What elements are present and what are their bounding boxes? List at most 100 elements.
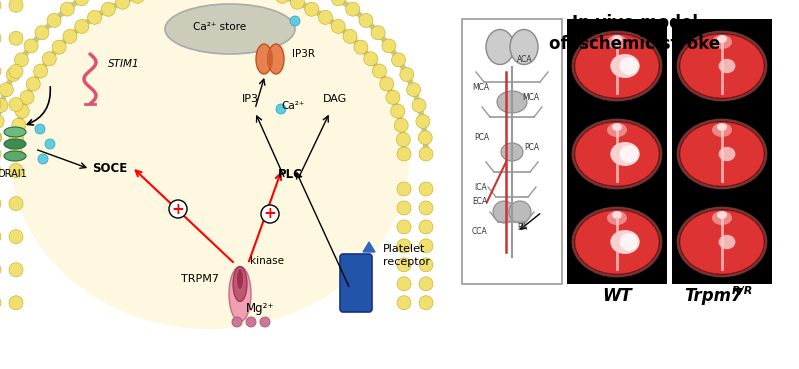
Ellipse shape	[612, 123, 622, 131]
Ellipse shape	[4, 139, 26, 149]
Circle shape	[0, 114, 4, 128]
Ellipse shape	[610, 54, 640, 78]
Circle shape	[9, 64, 23, 78]
Text: Ca²⁺ store: Ca²⁺ store	[193, 22, 247, 32]
Circle shape	[15, 104, 30, 118]
Circle shape	[12, 118, 26, 132]
Text: IP3: IP3	[241, 94, 259, 104]
Circle shape	[26, 77, 40, 91]
Circle shape	[47, 13, 61, 27]
Circle shape	[74, 0, 89, 6]
Ellipse shape	[610, 230, 640, 254]
Circle shape	[0, 197, 1, 211]
Ellipse shape	[717, 123, 727, 131]
Text: PLC: PLC	[277, 168, 303, 180]
Circle shape	[101, 2, 115, 16]
Ellipse shape	[233, 266, 247, 301]
Text: CCA: CCA	[472, 228, 487, 237]
Circle shape	[419, 258, 433, 272]
Ellipse shape	[612, 211, 622, 219]
Ellipse shape	[575, 34, 659, 98]
Circle shape	[346, 2, 360, 16]
Circle shape	[246, 317, 256, 327]
Circle shape	[397, 201, 411, 215]
Polygon shape	[363, 242, 375, 252]
Circle shape	[364, 52, 378, 66]
Circle shape	[407, 83, 420, 97]
Circle shape	[276, 104, 286, 114]
Circle shape	[232, 317, 242, 327]
Text: DAG: DAG	[323, 94, 347, 104]
Ellipse shape	[718, 59, 735, 73]
FancyBboxPatch shape	[340, 254, 372, 312]
Circle shape	[400, 68, 414, 82]
Circle shape	[419, 239, 433, 253]
Ellipse shape	[607, 211, 627, 225]
Ellipse shape	[493, 201, 515, 223]
Circle shape	[9, 230, 23, 244]
Circle shape	[290, 0, 304, 9]
Circle shape	[332, 0, 345, 6]
Ellipse shape	[712, 211, 732, 225]
Ellipse shape	[612, 35, 622, 43]
Ellipse shape	[680, 34, 764, 98]
Text: STIM1: STIM1	[108, 59, 140, 69]
Circle shape	[412, 99, 426, 113]
Ellipse shape	[717, 35, 727, 43]
Ellipse shape	[237, 269, 243, 289]
Circle shape	[116, 0, 129, 9]
Ellipse shape	[619, 233, 638, 251]
FancyBboxPatch shape	[567, 19, 667, 284]
Text: R/R: R/R	[731, 286, 753, 296]
Circle shape	[9, 296, 23, 310]
Circle shape	[35, 26, 49, 40]
Circle shape	[9, 263, 23, 277]
Circle shape	[382, 39, 396, 53]
Text: ORAI1: ORAI1	[0, 169, 27, 179]
Circle shape	[260, 317, 270, 327]
Circle shape	[419, 296, 433, 310]
Circle shape	[9, 131, 23, 145]
Circle shape	[0, 131, 2, 145]
Circle shape	[318, 10, 332, 24]
Ellipse shape	[4, 127, 26, 137]
Circle shape	[9, 31, 23, 45]
Circle shape	[397, 147, 411, 161]
Ellipse shape	[610, 142, 640, 166]
Ellipse shape	[607, 35, 627, 49]
Circle shape	[0, 97, 1, 111]
Circle shape	[276, 0, 289, 3]
Ellipse shape	[510, 30, 538, 65]
Ellipse shape	[619, 57, 638, 75]
Text: MCA: MCA	[522, 93, 539, 101]
Circle shape	[391, 104, 405, 118]
Text: SOCE: SOCE	[93, 162, 128, 176]
Circle shape	[24, 39, 38, 53]
Circle shape	[359, 13, 373, 27]
Ellipse shape	[4, 151, 26, 161]
Text: PCA: PCA	[524, 142, 539, 152]
Circle shape	[0, 163, 1, 177]
Ellipse shape	[486, 30, 514, 65]
Circle shape	[380, 77, 394, 91]
Circle shape	[419, 147, 433, 161]
Text: BA: BA	[517, 223, 527, 231]
Circle shape	[396, 132, 411, 146]
Ellipse shape	[575, 122, 659, 186]
Circle shape	[0, 131, 1, 145]
Circle shape	[75, 20, 89, 33]
Circle shape	[0, 99, 8, 113]
Circle shape	[397, 296, 411, 310]
Text: TRPM7: TRPM7	[181, 274, 219, 284]
Circle shape	[0, 296, 1, 310]
Circle shape	[397, 239, 411, 253]
Circle shape	[0, 83, 14, 97]
Circle shape	[6, 68, 20, 82]
Circle shape	[14, 53, 29, 67]
Ellipse shape	[717, 211, 727, 219]
Ellipse shape	[165, 4, 295, 54]
Circle shape	[304, 2, 319, 16]
Ellipse shape	[718, 235, 735, 249]
Circle shape	[38, 154, 48, 164]
Ellipse shape	[575, 210, 659, 274]
